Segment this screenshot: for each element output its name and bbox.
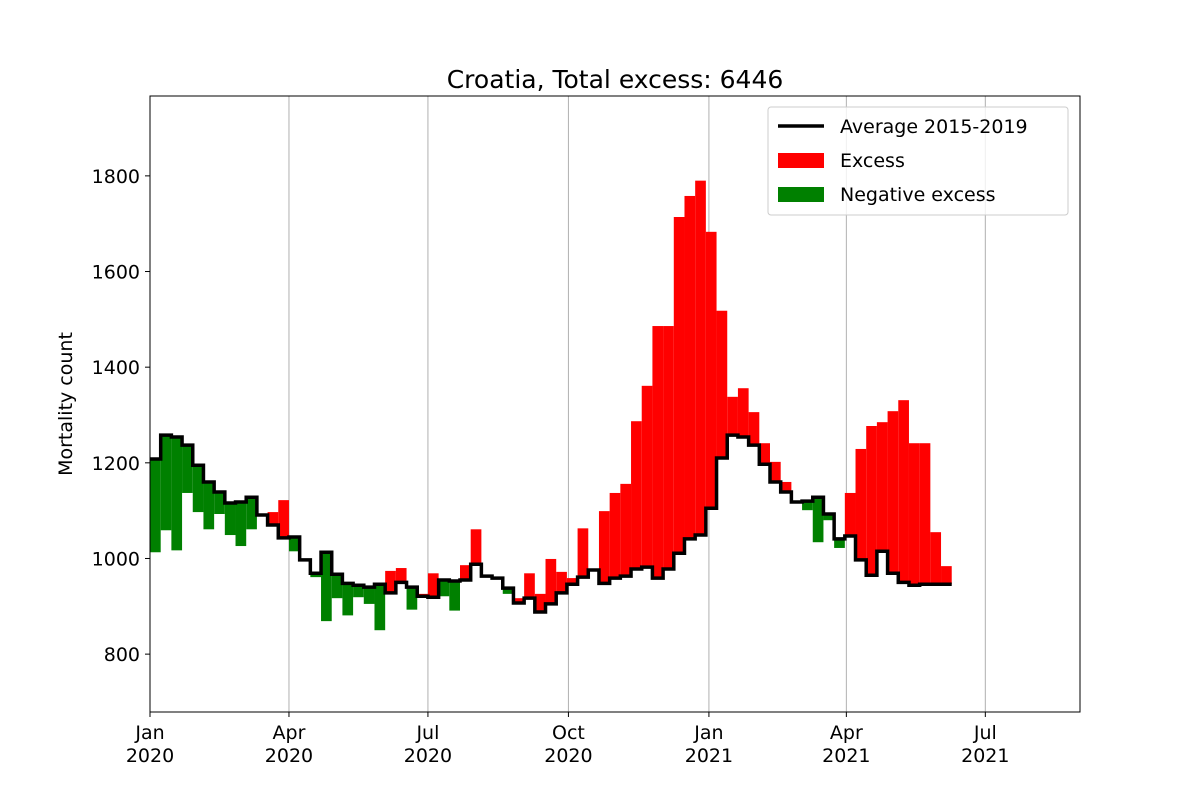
excess-bar bbox=[534, 593, 546, 613]
negative-excess-bar bbox=[160, 435, 172, 531]
excess-bar bbox=[566, 578, 578, 585]
excess-bar bbox=[620, 483, 632, 577]
excess-bar bbox=[427, 573, 439, 598]
excess-bar bbox=[844, 492, 856, 536]
negative-excess-bar bbox=[834, 538, 845, 548]
negative-excess-bar bbox=[171, 437, 183, 551]
excess-bar bbox=[470, 529, 482, 565]
excess-bar bbox=[908, 443, 920, 586]
excess-bar bbox=[705, 231, 717, 509]
negative-excess-bar bbox=[321, 552, 332, 622]
excess-bar bbox=[641, 385, 653, 568]
plot-area bbox=[149, 96, 986, 712]
excess-bar bbox=[545, 558, 557, 604]
excess-bar bbox=[866, 426, 877, 576]
y-tick-label: 800 bbox=[104, 644, 140, 666]
axes-frame bbox=[149, 95, 1081, 713]
x-tick-label: Jan 2021 bbox=[685, 722, 733, 767]
legend-swatch bbox=[778, 187, 824, 202]
negative-excess-bar bbox=[203, 481, 215, 530]
negative-excess-bar bbox=[224, 503, 236, 536]
excess-bar bbox=[727, 396, 738, 436]
negative-excess-bar bbox=[331, 574, 343, 599]
excess-bar bbox=[460, 565, 471, 580]
x-tick-label: Apr 2020 bbox=[265, 722, 313, 767]
y-tick-label: 1800 bbox=[92, 166, 140, 188]
negative-excess-bar bbox=[342, 583, 354, 616]
negative-excess-bar bbox=[182, 445, 193, 493]
negative-excess-bar bbox=[823, 514, 835, 521]
y-tick-label: 1600 bbox=[92, 262, 140, 284]
negative-excess-bar bbox=[449, 580, 460, 611]
negative-excess-bar bbox=[802, 501, 813, 511]
excess-bar bbox=[759, 443, 770, 465]
excess-bar bbox=[385, 570, 396, 593]
negative-excess-bar bbox=[214, 492, 225, 514]
negative-excess-bar bbox=[150, 459, 161, 553]
negative-excess-bar bbox=[502, 588, 514, 594]
excess-bar bbox=[513, 598, 525, 603]
negative-excess-bar bbox=[235, 502, 247, 547]
excess-bar bbox=[716, 310, 728, 459]
negative-excess-bar bbox=[192, 465, 204, 513]
excess-bar bbox=[919, 443, 931, 585]
x-tick-label: Apr 2021 bbox=[822, 722, 870, 767]
excess-bar bbox=[855, 448, 867, 560]
negative-excess-bar bbox=[363, 587, 375, 604]
legend-swatch bbox=[778, 153, 824, 168]
excess-bar bbox=[631, 421, 642, 569]
excess-bar bbox=[737, 388, 749, 437]
y-tick-label: 1000 bbox=[92, 548, 140, 570]
excess-bar bbox=[748, 412, 760, 446]
negative-excess-bar bbox=[288, 536, 300, 552]
average-line bbox=[150, 433, 952, 614]
excess-bar bbox=[695, 180, 706, 536]
x-tick-label: Jul 2021 bbox=[961, 722, 1009, 767]
excess-bar bbox=[598, 511, 610, 584]
legend-label: Excess bbox=[840, 150, 905, 172]
y-tick-label: 1200 bbox=[92, 453, 140, 475]
negative-excess-bar bbox=[246, 497, 257, 530]
excess-bar bbox=[524, 573, 535, 599]
x-tick-label: Oct 2020 bbox=[544, 722, 592, 767]
legend-label: Average 2015-2019 bbox=[840, 116, 1028, 138]
excess-bar bbox=[898, 400, 909, 583]
excess-bar bbox=[278, 500, 289, 538]
excess-bar bbox=[609, 492, 621, 579]
excess-bar bbox=[577, 528, 589, 578]
negative-excess-bar bbox=[353, 585, 364, 598]
legend-label: Negative excess bbox=[840, 184, 996, 206]
excess-bar bbox=[876, 422, 888, 552]
negative-excess-bar bbox=[812, 497, 824, 543]
excess-bar bbox=[780, 481, 792, 492]
x-tick-label: Jan 2020 bbox=[126, 722, 174, 767]
excess-bar bbox=[556, 571, 567, 593]
excess-bar bbox=[652, 326, 664, 579]
excess-bar bbox=[930, 532, 942, 585]
y-axis-label: Mortality count bbox=[55, 332, 77, 476]
negative-excess-bar bbox=[406, 587, 418, 610]
y-tick-label: 1400 bbox=[92, 357, 140, 379]
excess-bar bbox=[941, 566, 952, 585]
chart-title: Croatia, Total excess: 6446 bbox=[447, 65, 784, 94]
legend-box bbox=[767, 106, 1069, 216]
x-tick-label: Jul 2020 bbox=[404, 722, 452, 767]
excess-bar bbox=[395, 568, 407, 583]
negative-excess-bar bbox=[374, 584, 386, 631]
excess-bar bbox=[673, 217, 685, 554]
excess-bar bbox=[770, 461, 781, 482]
excess-bar bbox=[663, 326, 674, 569]
excess-bar bbox=[267, 512, 279, 525]
excess-bar bbox=[887, 411, 899, 574]
excess-bar bbox=[684, 195, 696, 539]
negative-excess-bar bbox=[310, 573, 322, 578]
negative-excess-bar bbox=[438, 580, 450, 597]
